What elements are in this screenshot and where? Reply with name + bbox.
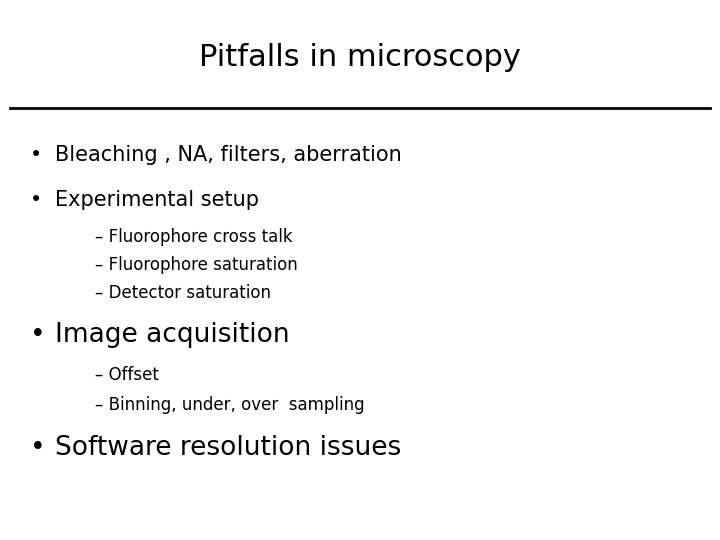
Text: – Fluorophore saturation: – Fluorophore saturation <box>95 256 298 274</box>
Text: Software resolution issues: Software resolution issues <box>55 435 401 461</box>
Text: Bleaching , NA, filters, aberration: Bleaching , NA, filters, aberration <box>55 145 402 165</box>
Text: – Offset: – Offset <box>95 366 159 384</box>
Text: – Binning, under, over  sampling: – Binning, under, over sampling <box>95 396 364 414</box>
Text: •: • <box>30 435 45 461</box>
Text: •: • <box>30 190 42 210</box>
Text: Experimental setup: Experimental setup <box>55 190 259 210</box>
Text: – Fluorophore cross talk: – Fluorophore cross talk <box>95 228 292 246</box>
Text: – Detector saturation: – Detector saturation <box>95 284 271 302</box>
Text: Pitfalls in microscopy: Pitfalls in microscopy <box>199 44 521 72</box>
Text: •: • <box>30 145 42 165</box>
Text: •: • <box>30 322 45 348</box>
Text: Image acquisition: Image acquisition <box>55 322 289 348</box>
